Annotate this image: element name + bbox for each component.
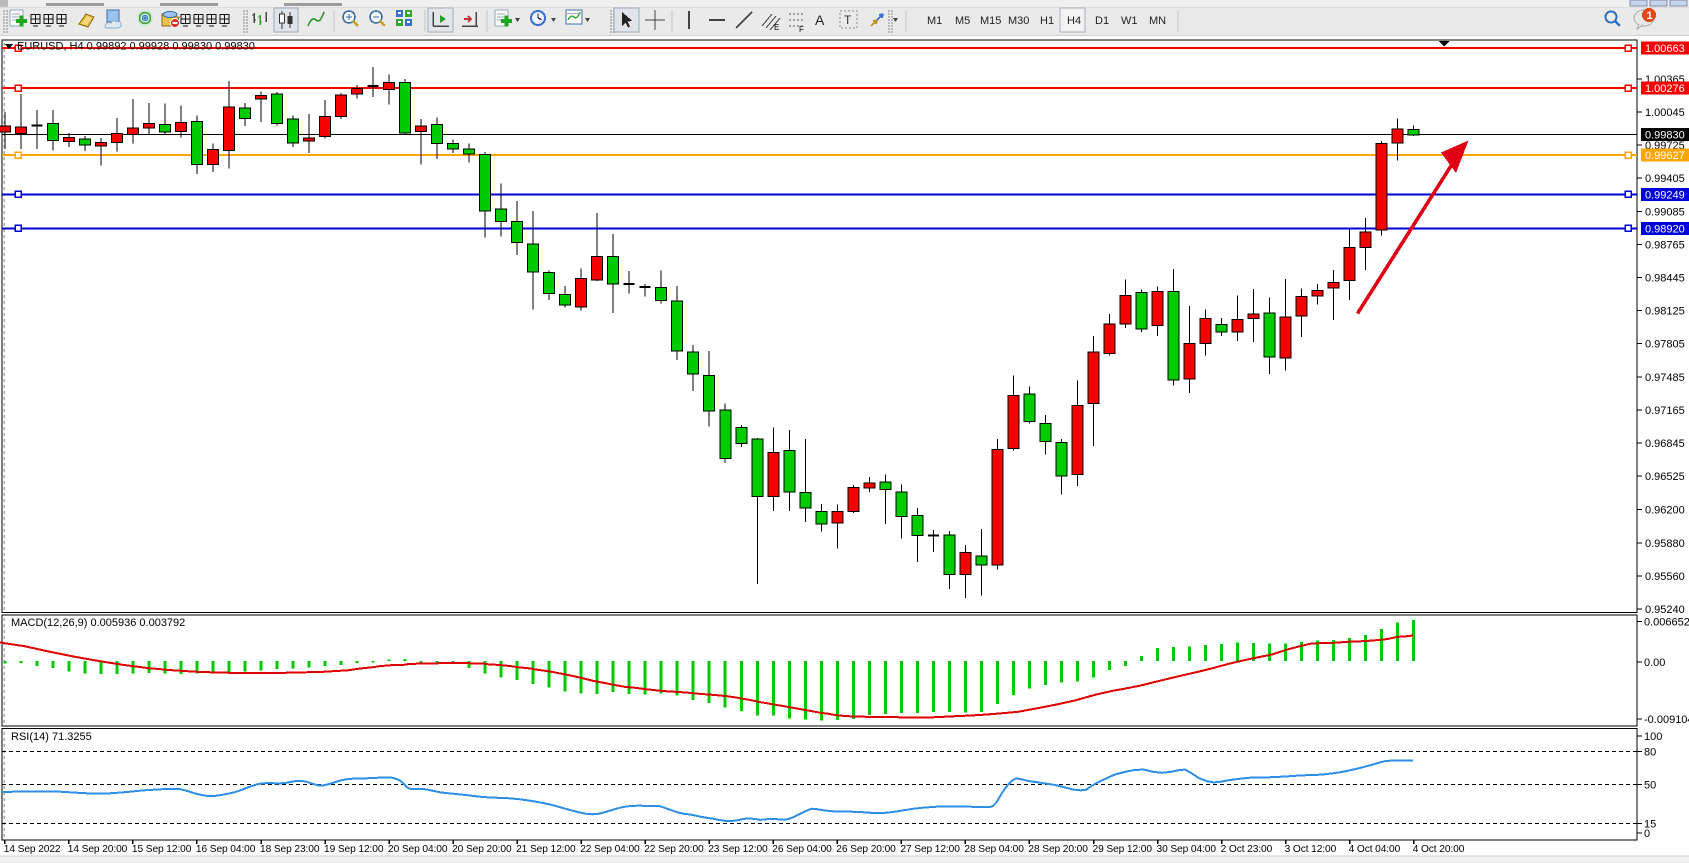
svg-text:80: 80 <box>1644 747 1656 759</box>
svg-text:M30: M30 <box>1008 15 1029 27</box>
svg-text:0.99249: 0.99249 <box>1645 189 1685 201</box>
svg-text:H1: H1 <box>1040 15 1054 27</box>
svg-text:0: 0 <box>1644 828 1650 840</box>
svg-text:1.00663: 1.00663 <box>1645 43 1685 55</box>
svg-text:EURUSD, H4 0.99892 0.99928 0.: EURUSD, H4 0.99892 0.99928 0.99830 0.998… <box>17 41 255 53</box>
svg-text:15: 15 <box>1644 819 1656 831</box>
svg-text:0.95880: 0.95880 <box>1645 538 1685 550</box>
svg-text:RSI(14) 71.3255: RSI(14) 71.3255 <box>11 731 92 743</box>
svg-text:30 Sep 04:00: 30 Sep 04:00 <box>1157 844 1217 855</box>
svg-text:1.00045: 1.00045 <box>1645 107 1685 119</box>
svg-text:29 Sep 12:00: 29 Sep 12:00 <box>1093 844 1153 855</box>
svg-text:15 Sep 12:00: 15 Sep 12:00 <box>132 844 192 855</box>
svg-text:F: F <box>799 25 804 34</box>
svg-text:0.99085: 0.99085 <box>1645 206 1685 218</box>
svg-text:W1: W1 <box>1121 15 1138 27</box>
svg-text:28 Sep 04:00: 28 Sep 04:00 <box>964 844 1024 855</box>
svg-text:1: 1 <box>1647 10 1653 22</box>
svg-text:27 Sep 12:00: 27 Sep 12:00 <box>900 844 960 855</box>
svg-text:0.97485: 0.97485 <box>1645 372 1685 384</box>
svg-text:4 Oct 04:00: 4 Oct 04:00 <box>1349 844 1401 855</box>
svg-text:50: 50 <box>1644 780 1656 792</box>
svg-text:0.98920: 0.98920 <box>1645 223 1685 235</box>
svg-text:2 Oct 23:00: 2 Oct 23:00 <box>1221 844 1273 855</box>
svg-text:28 Sep 20:00: 28 Sep 20:00 <box>1028 844 1088 855</box>
svg-text:0.95560: 0.95560 <box>1645 571 1685 583</box>
svg-text:T: T <box>844 13 852 27</box>
svg-text:14 Sep 20:00: 14 Sep 20:00 <box>68 844 128 855</box>
svg-text:A: A <box>815 12 825 28</box>
svg-text:MN: MN <box>1149 15 1166 27</box>
svg-text:H4: H4 <box>1067 15 1081 27</box>
svg-text:0.99627: 0.99627 <box>1645 150 1685 162</box>
svg-text:E: E <box>774 23 779 32</box>
svg-text:MACD(12,26,9) 0.005936 0.00379: MACD(12,26,9) 0.005936 0.003792 <box>11 617 185 629</box>
svg-text:0.95240: 0.95240 <box>1645 604 1685 616</box>
svg-text:0.96525: 0.96525 <box>1645 471 1685 483</box>
svg-text:0.96200: 0.96200 <box>1645 505 1685 517</box>
svg-text:0.97165: 0.97165 <box>1645 405 1685 417</box>
svg-text:22 Sep 04:00: 22 Sep 04:00 <box>580 844 640 855</box>
svg-text:19 Sep 12:00: 19 Sep 12:00 <box>324 844 384 855</box>
svg-text:0.96845: 0.96845 <box>1645 438 1685 450</box>
svg-text:18 Sep 23:00: 18 Sep 23:00 <box>260 844 320 855</box>
svg-text:M1: M1 <box>927 15 942 27</box>
svg-text:23 Sep 12:00: 23 Sep 12:00 <box>708 844 768 855</box>
svg-text:20 Sep 04:00: 20 Sep 04:00 <box>388 844 448 855</box>
svg-text:26 Sep 20:00: 26 Sep 20:00 <box>836 844 896 855</box>
svg-text:-0.009104: -0.009104 <box>1644 714 1689 726</box>
svg-text:1.00276: 1.00276 <box>1645 83 1685 95</box>
svg-text:0.00: 0.00 <box>1644 657 1665 669</box>
svg-text:22 Sep 20:00: 22 Sep 20:00 <box>644 844 704 855</box>
svg-text:D1: D1 <box>1095 15 1109 27</box>
svg-text:100: 100 <box>1644 731 1662 743</box>
svg-text:0.97805: 0.97805 <box>1645 339 1685 351</box>
svg-text:16 Sep 04:00: 16 Sep 04:00 <box>196 844 256 855</box>
svg-text:20 Sep 20:00: 20 Sep 20:00 <box>452 844 512 855</box>
svg-text:0.98125: 0.98125 <box>1645 306 1685 318</box>
svg-text:M5: M5 <box>955 15 970 27</box>
svg-text:4 Oct 20:00: 4 Oct 20:00 <box>1413 844 1465 855</box>
svg-text:21 Sep 12:00: 21 Sep 12:00 <box>516 844 576 855</box>
svg-text:0.98765: 0.98765 <box>1645 239 1685 251</box>
svg-text:3 Oct 12:00: 3 Oct 12:00 <box>1285 844 1337 855</box>
svg-text:0.99405: 0.99405 <box>1645 173 1685 185</box>
svg-text:0.98445: 0.98445 <box>1645 273 1685 285</box>
svg-text:0.006652: 0.006652 <box>1644 616 1689 628</box>
svg-text:26 Sep 04:00: 26 Sep 04:00 <box>772 844 832 855</box>
svg-text:14 Sep 2022: 14 Sep 2022 <box>4 844 61 855</box>
svg-text:M15: M15 <box>980 15 1001 27</box>
svg-text:0.99830: 0.99830 <box>1645 129 1685 141</box>
